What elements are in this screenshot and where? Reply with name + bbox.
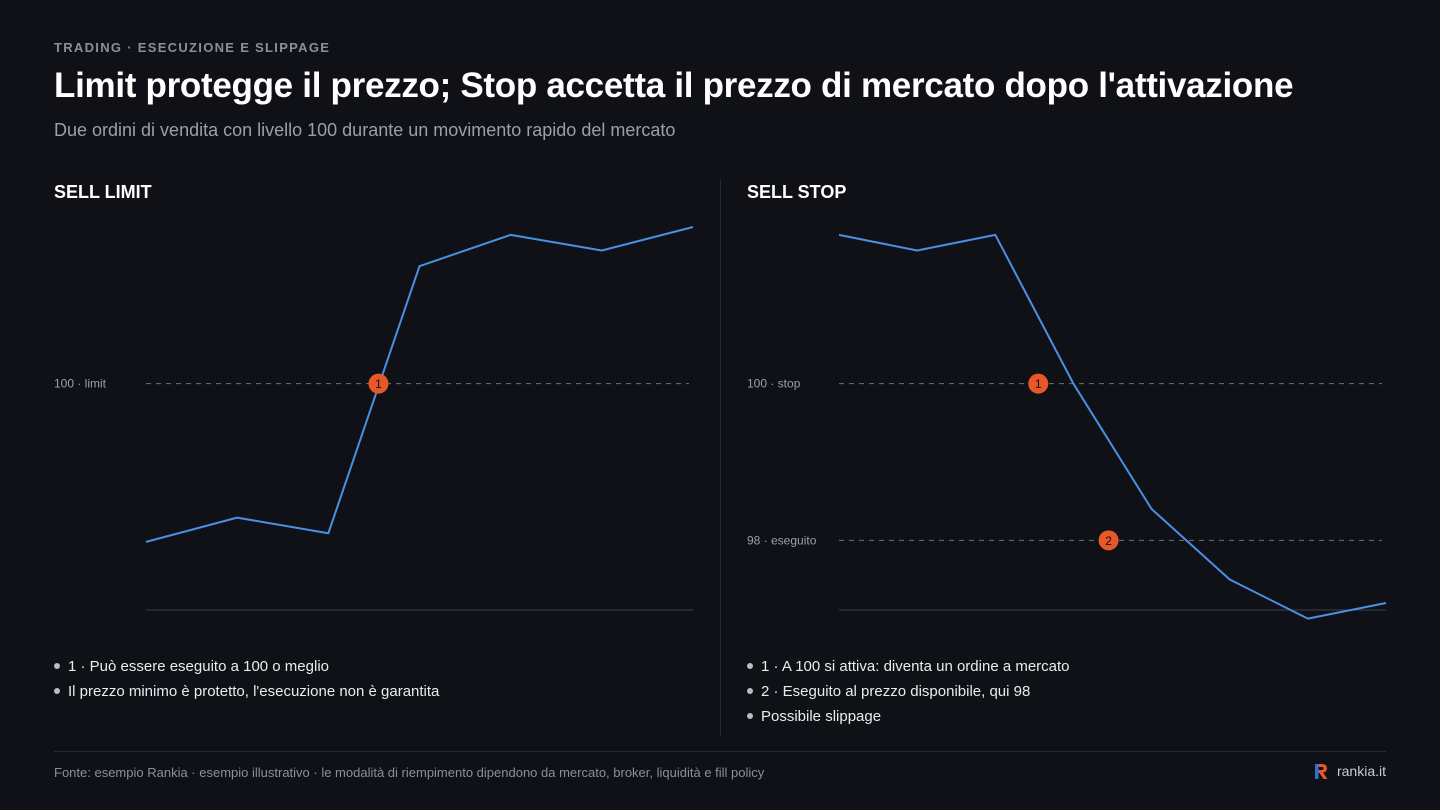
reference-line-label: 98 · eseguito bbox=[747, 533, 817, 547]
event-marker-label: 1 bbox=[1035, 377, 1042, 391]
footer-source: Fonte: esempio Rankia · esempio illustra… bbox=[54, 765, 765, 780]
event-marker bbox=[1098, 530, 1119, 551]
brand[interactable]: rankia.it bbox=[1313, 762, 1386, 780]
event-marker bbox=[368, 373, 389, 394]
event-marker-label: 2 bbox=[1105, 534, 1112, 548]
reference-line-label: 100 · limit bbox=[54, 377, 107, 391]
note-item: 2 · Eseguito al prezzo disponibile, qui … bbox=[747, 679, 1070, 704]
price-series-line bbox=[145, 226, 694, 543]
note-item: Il prezzo minimo è protetto, l'esecuzion… bbox=[54, 679, 439, 704]
notes-sell-limit: 1 · Può essere eseguito a 100 o meglio I… bbox=[54, 654, 439, 704]
price-series-line bbox=[838, 233, 1387, 620]
panel-title-sell-stop: SELL STOP bbox=[747, 182, 847, 202]
chart-sell-limit: 100 · limit 1 bbox=[54, 226, 694, 611]
page-title: Limit protegge il prezzo; Stop accetta i… bbox=[54, 66, 1294, 105]
event-marker-label: 1 bbox=[375, 377, 382, 391]
panel-title-sell-limit: SELL LIMIT bbox=[54, 182, 152, 202]
footer-divider bbox=[54, 751, 1386, 752]
reference-line-label: 100 · stop bbox=[747, 377, 801, 391]
note-item: 1 · Può essere eseguito a 100 o meglio bbox=[54, 654, 439, 679]
note-item: Possibile slippage bbox=[747, 704, 1070, 729]
notes-sell-stop: 1 · A 100 si attiva: diventa un ordine a… bbox=[747, 654, 1070, 729]
brand-name: rankia.it bbox=[1336, 763, 1386, 779]
note-item: 1 · A 100 si attiva: diventa un ordine a… bbox=[747, 654, 1070, 679]
eyebrow: TRADING · ESECUZIONE E SLIPPAGE bbox=[54, 40, 331, 55]
rankia-logo-icon bbox=[1314, 764, 1328, 779]
event-marker bbox=[1028, 373, 1049, 394]
panel-divider bbox=[720, 180, 721, 736]
page-subtitle: Due ordini di vendita con livello 100 du… bbox=[54, 120, 676, 140]
